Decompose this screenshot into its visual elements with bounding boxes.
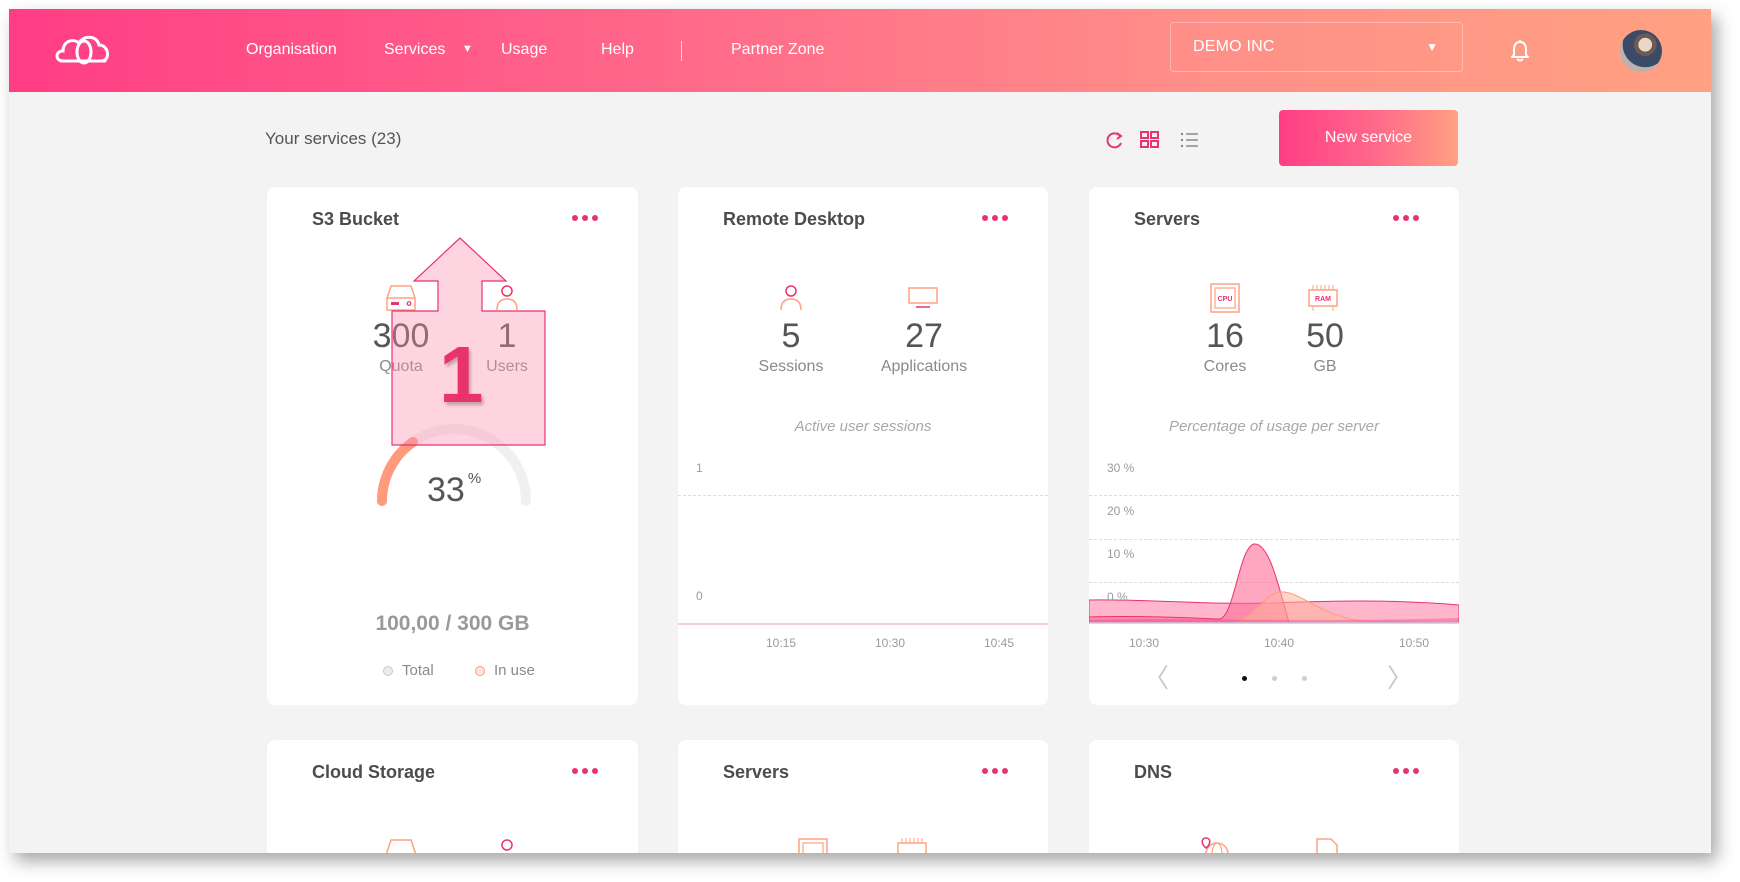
card-menu-icon[interactable] [572,768,598,776]
stat-label: Sessions [758,358,824,375]
top-header: Organisation Services ▼ Usage Help Partn… [9,9,1711,92]
annotation-number: 1 [439,330,484,419]
card-title: DNS [1134,762,1173,782]
card-menu-icon[interactable] [1393,215,1419,223]
stat-ram: 50 GB [1265,316,1385,376]
pager-dot[interactable] [1272,676,1277,681]
legend-label: Total [402,662,434,679]
y-tick: 30 % [1107,461,1135,475]
stat-value: 50 [1306,317,1344,355]
services-dropdown-caret-icon[interactable]: ▼ [462,43,473,55]
card-title: Remote Desktop [723,209,866,229]
card-title: Cloud Storage [312,762,436,782]
service-card-servers[interactable]: Servers CPU RAM 16 Cores 50 GB Percentag… [1089,187,1459,705]
chevron-left-icon[interactable]: 〈 [1143,663,1170,693]
storage-usage-text: 100,00 / 300 GB [375,612,530,635]
chevron-right-icon[interactable]: 〉 [1387,663,1414,693]
stat-cores: 16 Cores [1165,316,1285,376]
user-icon [780,285,802,311]
app-window: Organisation Services ▼ Usage Help Partn… [9,9,1711,853]
nav-organisation[interactable]: Organisation [246,41,337,58]
ram-icon: RAM [1308,285,1338,311]
user-icon [496,285,518,311]
disk-icon [386,285,416,311]
nav-partner-zone[interactable]: Partner Zone [731,41,825,58]
pager-dot[interactable] [1302,676,1307,681]
chart-subtitle: Percentage of usage per server [1168,418,1380,435]
stat-sessions: 5 Sessions [731,316,851,376]
x-tick: 10:15 [766,636,797,650]
card-title: S3 Bucket [312,209,400,229]
service-card-remote-desktop[interactable]: Remote Desktop 5 Sessions 27 Application… [678,187,1048,705]
legend-total: Total [383,662,434,679]
chart-baseline [678,623,1048,625]
service-card-s3-bucket[interactable]: S3 Bucket 300 Quota 1 Users 33% 100,00 / [267,187,638,705]
legend-in-use: In use [475,662,535,679]
service-card-cloud-storage[interactable]: Cloud Storage [267,740,638,853]
nav-divider [681,41,682,61]
stat-value: 5 [781,317,801,355]
y-tick: 1 [696,461,703,475]
organisation-select-value: DEMO INC [1193,38,1275,55]
svg-text:CPU: CPU [1218,296,1233,303]
chevron-down-icon: ▼ [1426,40,1438,54]
cpu-icon [798,838,828,853]
services-count-title: Your services (23) [265,129,402,148]
card-menu-icon[interactable] [1393,768,1419,776]
globe-pin-icon [1201,837,1229,853]
disk-icon [386,839,416,853]
card-title: Servers [723,762,790,782]
stat-value: 27 [905,317,943,355]
legend-dot-icon [475,665,485,676]
organisation-select[interactable]: DEMO INC ▼ [1170,22,1463,72]
legend-dot-icon [383,665,393,676]
card-title: Servers [1134,209,1201,229]
card-menu-icon[interactable] [982,215,1008,223]
grid-line [1089,539,1459,540]
pager-dot-active[interactable] [1242,676,1247,681]
y-tick: 0 % [1107,590,1128,604]
x-tick: 10:30 [875,636,906,650]
card-menu-icon[interactable] [982,768,1008,776]
stat-label: Applications [880,358,968,375]
y-tick: 0 [696,589,703,603]
gauge-unit: % [467,470,482,487]
chart-subtitle: Active user sessions [794,418,932,435]
service-card-dns[interactable]: DNS [1089,740,1459,853]
area-chart-plot [1089,543,1459,624]
user-icon [501,839,513,851]
cloud-logo-icon[interactable] [53,33,115,67]
bell-icon[interactable] [1509,39,1531,63]
stat-applications: 27 Applications [864,316,984,376]
user-avatar[interactable] [1620,30,1662,72]
nav-services[interactable]: Services [384,41,446,58]
legend-label: In use [494,662,535,679]
x-tick: 10:50 [1399,636,1430,650]
service-card-servers-2[interactable]: Servers [678,740,1048,853]
refresh-icon[interactable] [1105,130,1125,150]
stat-label: GB [1313,358,1337,375]
grid-line [678,495,1048,496]
new-service-button[interactable]: New service [1279,110,1458,166]
nav-usage[interactable]: Usage [501,41,548,58]
nav-help[interactable]: Help [601,41,634,58]
card-menu-icon[interactable] [572,215,598,223]
x-tick: 10:45 [984,636,1015,650]
ram-icon [897,838,927,853]
y-tick: 20 % [1107,504,1135,518]
stat-label: Cores [1203,358,1247,375]
stat-value: 16 [1206,317,1244,355]
svg-text:RAM: RAM [1315,296,1331,303]
grid-line [1089,495,1459,496]
monitor-icon [908,287,938,308]
x-tick: 10:30 [1129,636,1160,650]
gauge-value: 33% [427,470,481,510]
document-icon [1316,838,1338,853]
gauge-percent: 33 [427,471,465,509]
y-tick: 10 % [1107,547,1135,561]
x-tick: 10:40 [1264,636,1295,650]
list-view-icon[interactable] [1180,130,1200,150]
cpu-icon: CPU [1210,283,1240,313]
grid-view-icon[interactable] [1140,130,1160,150]
